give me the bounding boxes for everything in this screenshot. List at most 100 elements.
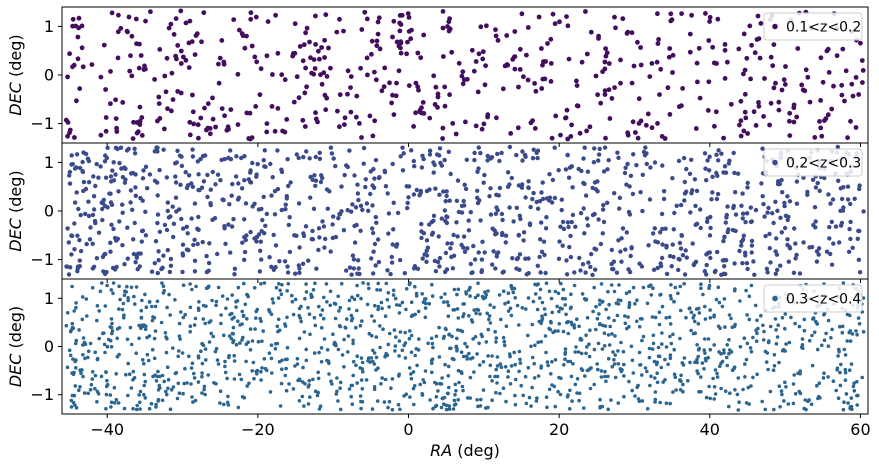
data-point [738,133,744,139]
data-point [308,195,313,200]
data-point [392,328,397,332]
data-point [725,363,730,368]
data-point [484,340,489,344]
data-point [120,307,125,312]
data-point [447,385,451,390]
data-point [137,336,141,341]
data-point [301,231,306,236]
data-point [841,185,846,190]
data-point [367,331,372,336]
data-point [397,354,401,358]
data-point [606,158,611,163]
data-point [668,11,674,17]
data-point [368,191,373,197]
data-point [390,242,395,247]
data-point [353,114,359,120]
data-point [122,262,127,267]
data-point [741,233,746,238]
data-point [537,254,542,260]
data-point [577,130,583,136]
data-point [784,385,788,389]
data-point [453,402,458,407]
data-point [756,36,762,41]
data-point [356,266,361,271]
data-point [600,323,605,328]
data-point [561,329,566,334]
data-point [349,209,354,214]
data-point [177,153,183,158]
data-point [674,388,678,392]
x-tick-label: 60 [850,420,870,439]
data-point [781,77,787,83]
data-point [861,209,866,214]
data-point [173,298,177,302]
data-point [829,336,833,340]
data-point [386,291,391,295]
data-point [220,294,225,298]
data-point [644,161,649,167]
data-point [77,237,82,243]
data-point [714,152,719,157]
data-point [598,100,604,106]
data-point [156,249,161,254]
data-point [156,94,162,100]
data-point [192,237,197,242]
data-point [497,293,502,297]
data-point [354,363,358,368]
data-point [351,341,355,346]
data-point [499,150,504,156]
data-point [748,219,754,225]
data-point [719,361,723,366]
data-point [250,339,255,343]
data-point [577,255,582,261]
data-point [453,131,459,137]
data-point [231,339,236,343]
data-point [359,296,363,301]
data-point [139,326,143,331]
data-point [693,126,699,131]
data-point [155,270,160,276]
data-point [349,313,354,318]
data-point [475,200,481,206]
data-point [447,332,451,337]
data-point [192,258,198,263]
data-point [126,296,130,300]
data-point [583,374,587,378]
data-point [813,185,819,190]
data-point [165,200,170,205]
y-tick-label: −1 [30,250,54,269]
data-point [188,329,192,334]
data-point [609,398,613,402]
data-point [76,15,82,21]
data-point [572,326,577,330]
data-point [549,296,554,301]
data-point [91,174,96,179]
data-point [214,299,219,304]
data-point [280,283,284,287]
data-point [703,166,708,171]
data-point [669,283,673,287]
data-point [846,401,850,405]
data-point [830,197,836,202]
data-point [108,393,113,397]
data-point [373,263,378,268]
data-point [287,249,293,255]
data-point [772,364,777,368]
data-point [730,227,736,233]
data-point [243,302,248,307]
data-point [338,386,342,391]
data-point [190,109,196,115]
data-point [203,347,208,351]
data-point [304,290,309,294]
data-point [164,350,169,355]
data-point [217,55,223,61]
data-point [568,388,572,393]
data-point [461,388,465,393]
data-point [704,262,709,268]
data-point [857,186,862,192]
data-point [437,355,442,359]
data-point [744,211,750,216]
data-point [163,89,169,95]
data-point [98,289,103,294]
data-point [770,63,776,69]
